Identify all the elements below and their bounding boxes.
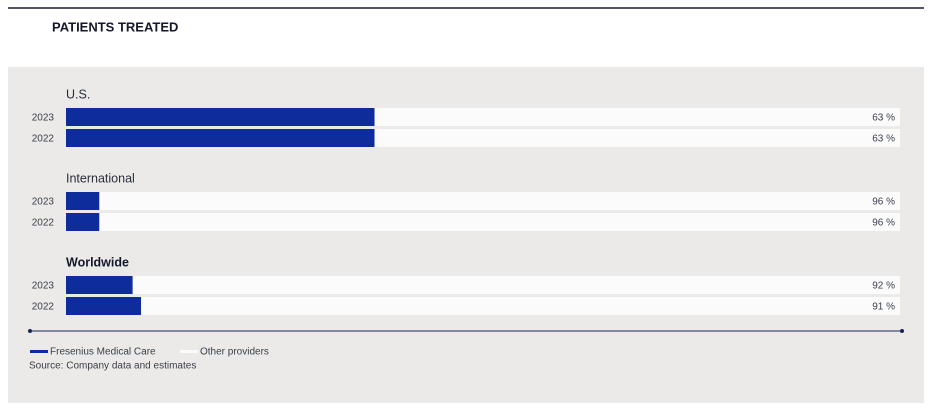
value-label: 91 % [872,302,895,313]
bar-segment [66,276,133,294]
bar-segment [132,276,901,294]
legend-label: Other providers [200,347,269,358]
y-tick-label: 2022 [32,134,55,145]
legend-label: Fresenius Medical Care [50,347,156,358]
bar-segment [374,129,901,147]
baseline-dot [28,329,32,333]
y-tick-label: 2023 [32,197,55,208]
bar-segment [66,192,100,210]
group-label: International [66,171,135,185]
value-label: 96 % [872,218,895,229]
bar-segment [141,297,900,315]
group-label: Worldwide [66,255,129,269]
bar-segment [374,108,901,126]
y-tick-label: 2022 [32,218,55,229]
value-label: 63 % [872,113,895,124]
group-label: U.S. [66,87,90,101]
bar-segment [66,213,100,231]
bar-segment [66,108,375,126]
bar-segment [99,192,901,210]
y-tick-label: 2022 [32,302,55,313]
chart-title: PATIENTS TREATED [52,19,178,34]
bar-segment [66,129,375,147]
value-label: 92 % [872,281,895,292]
y-tick-label: 2023 [32,281,55,292]
value-label: 63 % [872,134,895,145]
bar-segment [66,297,142,315]
legend-swatch [180,350,198,353]
baseline-dot [900,329,904,333]
y-tick-label: 2023 [32,113,55,124]
legend-swatch [30,350,48,353]
source-note: Source: Company data and estimates [29,361,196,372]
value-label: 96 % [872,197,895,208]
bar-segment [99,213,901,231]
